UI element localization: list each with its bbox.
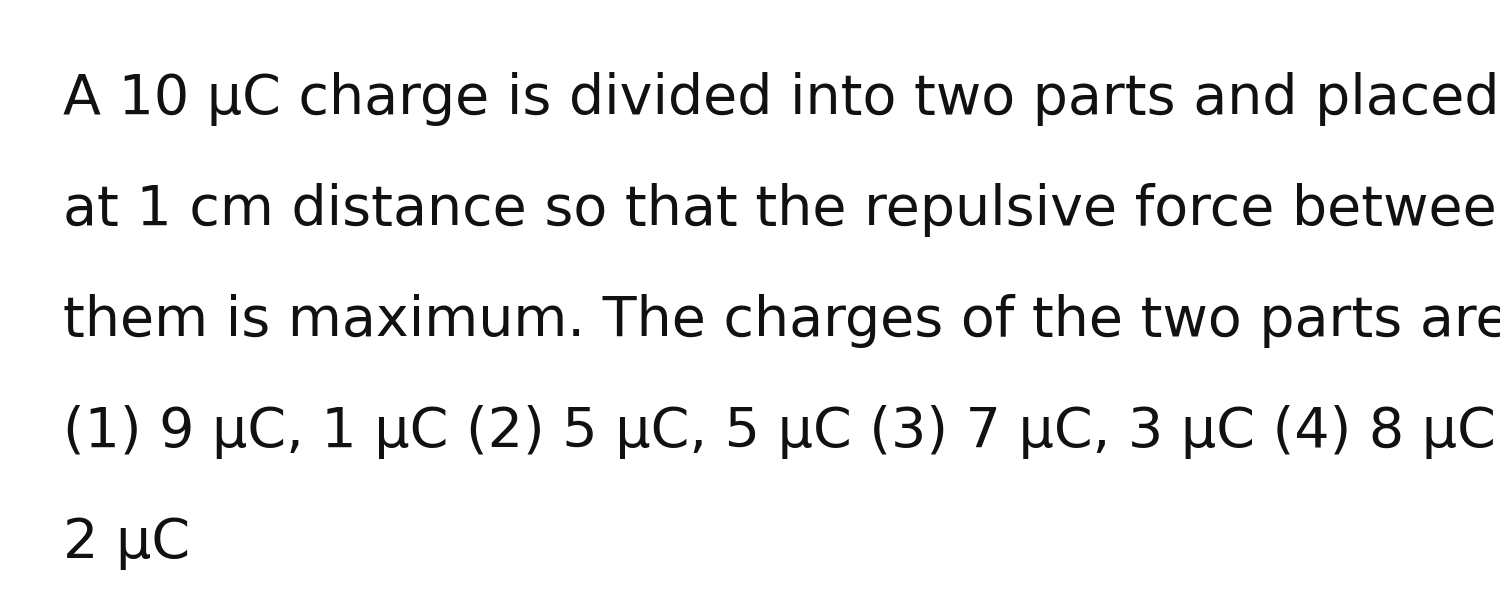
Text: (1) 9 μC, 1 μC (2) 5 μC, 5 μC (3) 7 μC, 3 μC (4) 8 μC,: (1) 9 μC, 1 μC (2) 5 μC, 5 μC (3) 7 μC, … xyxy=(63,405,1500,459)
Text: 2 μC: 2 μC xyxy=(63,516,190,570)
Text: at 1 cm distance so that the repulsive force between: at 1 cm distance so that the repulsive f… xyxy=(63,183,1500,237)
Text: them is maximum. The charges of the two parts are: them is maximum. The charges of the two … xyxy=(63,294,1500,348)
Text: A 10 μC charge is divided into two parts and placed: A 10 μC charge is divided into two parts… xyxy=(63,72,1500,126)
